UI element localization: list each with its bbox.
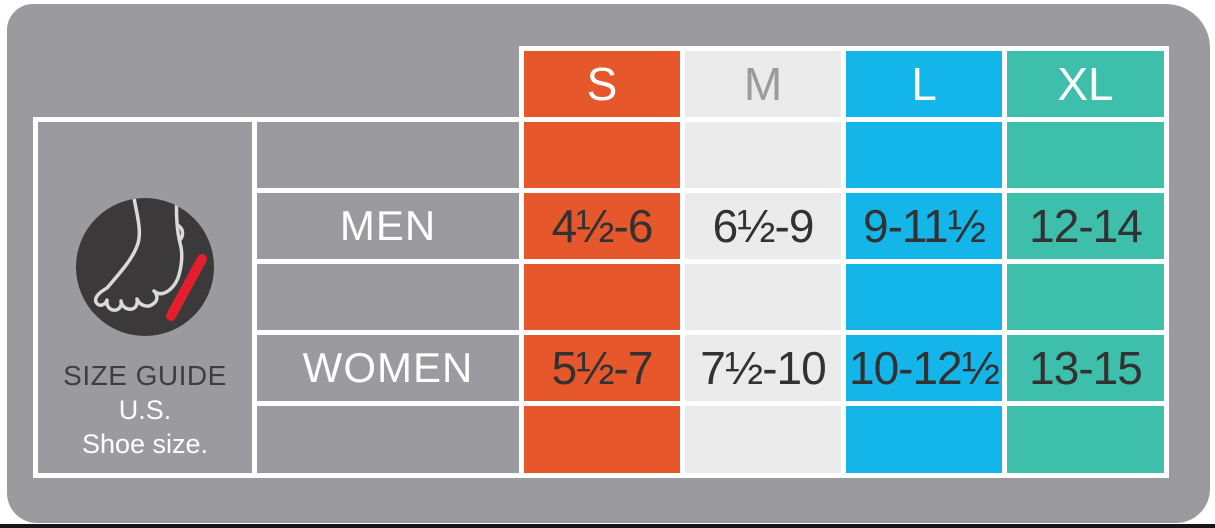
spacer-cell-l bbox=[846, 406, 1002, 473]
size-cell-men-xl: 12-14 bbox=[1007, 193, 1164, 259]
spacer-cell-xl bbox=[1007, 406, 1164, 473]
spacer-cell-xl bbox=[1007, 122, 1164, 188]
row-label-men: MEN bbox=[257, 193, 519, 259]
spacer-cell-l bbox=[846, 264, 1002, 330]
size-guide-title: SIZE GUIDE bbox=[63, 359, 227, 391]
spacer-cell-m bbox=[685, 406, 841, 473]
spacer-cell-l bbox=[846, 122, 1002, 188]
size-table-header: S M L XL bbox=[519, 46, 1169, 122]
foot-measure-icon bbox=[76, 197, 214, 336]
row-label-women: WOMEN bbox=[257, 335, 519, 401]
size-cell-men-s: 4½-6 bbox=[524, 193, 680, 259]
size-guide-region: U.S. bbox=[118, 394, 172, 425]
size-column-header-s: S bbox=[524, 51, 680, 117]
size-guide-badge: SIZE GUIDE U.S. Shoe size. bbox=[38, 122, 252, 473]
size-cell-women-s: 5½-7 bbox=[524, 335, 680, 401]
size-cell-women-xl: 13-15 bbox=[1007, 335, 1164, 401]
size-guide-note: Shoe size. bbox=[81, 428, 209, 459]
size-cell-women-m: 7½-10 bbox=[685, 335, 841, 401]
size-cell-women-l: 10-12½ bbox=[846, 335, 1002, 401]
size-column-header-xl: XL bbox=[1007, 51, 1164, 117]
size-cell-men-m: 6½-9 bbox=[685, 193, 841, 259]
spacer-cell bbox=[257, 406, 519, 473]
spacer-cell bbox=[257, 122, 519, 188]
size-cell-men-l: 9-11½ bbox=[846, 193, 1002, 259]
size-column-header-l: L bbox=[846, 51, 1002, 117]
spacer-cell-xl bbox=[1007, 264, 1164, 330]
spacer-cell bbox=[257, 264, 519, 330]
size-table-body: SIZE GUIDE U.S. Shoe size. MEN 4½-6 6½-9… bbox=[33, 117, 1169, 478]
size-column-header-m: M bbox=[685, 51, 841, 117]
spacer-cell-s bbox=[524, 264, 680, 330]
spacer-cell-m bbox=[685, 122, 841, 188]
spacer-cell-s bbox=[524, 122, 680, 188]
spacer-cell-s bbox=[524, 406, 680, 473]
bottom-edge-line bbox=[0, 524, 1215, 528]
spacer-cell-m bbox=[685, 264, 841, 330]
